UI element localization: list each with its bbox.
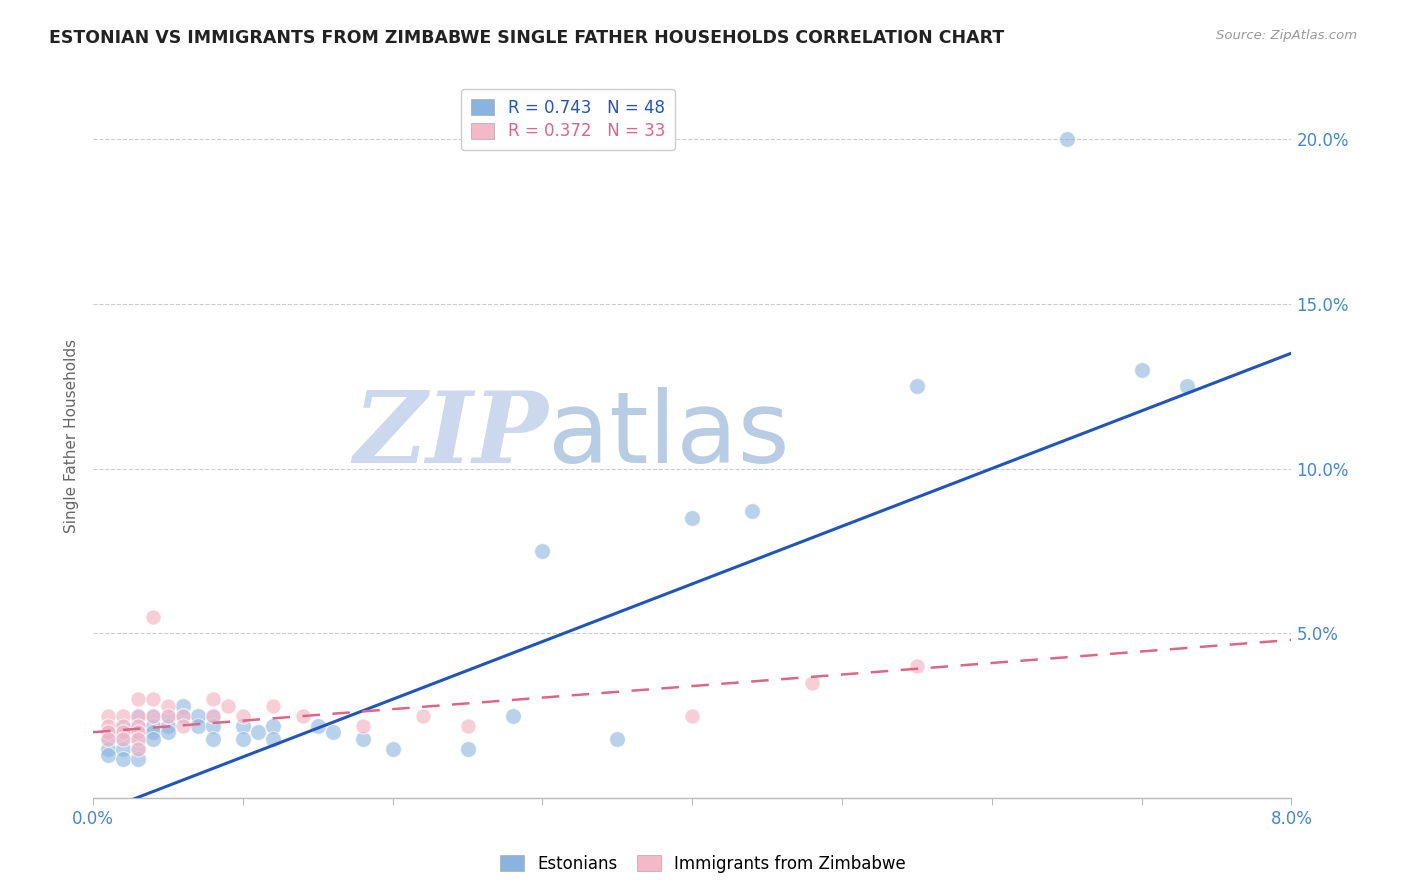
- Point: [127, 731, 149, 746]
- Legend: R = 0.743   N = 48, R = 0.372   N = 33: R = 0.743 N = 48, R = 0.372 N = 33: [461, 88, 675, 151]
- Point: [97, 748, 120, 763]
- Point: [112, 718, 135, 732]
- Point: [127, 708, 149, 723]
- Point: [232, 708, 254, 723]
- Point: [502, 708, 524, 723]
- Point: [905, 379, 928, 393]
- Point: [142, 708, 165, 723]
- Point: [457, 741, 479, 756]
- Point: [172, 718, 194, 732]
- Point: [127, 731, 149, 746]
- Point: [531, 544, 554, 558]
- Point: [412, 708, 434, 723]
- Point: [352, 731, 374, 746]
- Point: [322, 725, 344, 739]
- Point: [127, 741, 149, 756]
- Text: ESTONIAN VS IMMIGRANTS FROM ZIMBABWE SINGLE FATHER HOUSEHOLDS CORRELATION CHART: ESTONIAN VS IMMIGRANTS FROM ZIMBABWE SIN…: [49, 29, 1004, 47]
- Point: [156, 725, 179, 739]
- Point: [741, 504, 763, 518]
- Point: [127, 725, 149, 739]
- Point: [112, 731, 135, 746]
- Text: atlas: atlas: [548, 387, 790, 484]
- Point: [232, 731, 254, 746]
- Point: [681, 708, 703, 723]
- Point: [156, 698, 179, 713]
- Point: [97, 725, 120, 739]
- Point: [127, 751, 149, 765]
- Point: [381, 741, 404, 756]
- Point: [127, 718, 149, 732]
- Legend: Estonians, Immigrants from Zimbabwe: Estonians, Immigrants from Zimbabwe: [494, 848, 912, 880]
- Point: [97, 741, 120, 756]
- Point: [112, 725, 135, 739]
- Point: [262, 718, 284, 732]
- Point: [127, 718, 149, 732]
- Point: [681, 511, 703, 525]
- Point: [112, 708, 135, 723]
- Point: [97, 708, 120, 723]
- Point: [232, 718, 254, 732]
- Point: [112, 718, 135, 732]
- Point: [127, 741, 149, 756]
- Point: [97, 718, 120, 732]
- Text: ZIP: ZIP: [353, 387, 548, 483]
- Point: [97, 725, 120, 739]
- Point: [246, 725, 269, 739]
- Point: [606, 731, 628, 746]
- Point: [142, 708, 165, 723]
- Point: [201, 731, 224, 746]
- Point: [112, 725, 135, 739]
- Point: [112, 741, 135, 756]
- Point: [201, 692, 224, 706]
- Point: [201, 708, 224, 723]
- Point: [291, 708, 314, 723]
- Point: [142, 725, 165, 739]
- Point: [142, 610, 165, 624]
- Point: [1130, 362, 1153, 376]
- Point: [172, 708, 194, 723]
- Point: [1175, 379, 1198, 393]
- Point: [112, 751, 135, 765]
- Point: [307, 718, 329, 732]
- Point: [262, 698, 284, 713]
- Point: [142, 692, 165, 706]
- Point: [112, 731, 135, 746]
- Point: [801, 675, 824, 690]
- Point: [97, 731, 120, 746]
- Point: [201, 718, 224, 732]
- Point: [905, 659, 928, 673]
- Point: [156, 708, 179, 723]
- Point: [457, 718, 479, 732]
- Point: [127, 708, 149, 723]
- Point: [142, 718, 165, 732]
- Point: [156, 718, 179, 732]
- Point: [172, 698, 194, 713]
- Point: [187, 708, 209, 723]
- Point: [156, 708, 179, 723]
- Point: [352, 718, 374, 732]
- Y-axis label: Single Father Households: Single Father Households: [65, 338, 79, 533]
- Point: [262, 731, 284, 746]
- Point: [217, 698, 239, 713]
- Point: [127, 692, 149, 706]
- Point: [172, 708, 194, 723]
- Point: [1056, 132, 1078, 146]
- Point: [142, 731, 165, 746]
- Point: [201, 708, 224, 723]
- Text: Source: ZipAtlas.com: Source: ZipAtlas.com: [1216, 29, 1357, 43]
- Point: [97, 731, 120, 746]
- Point: [187, 718, 209, 732]
- Point: [127, 725, 149, 739]
